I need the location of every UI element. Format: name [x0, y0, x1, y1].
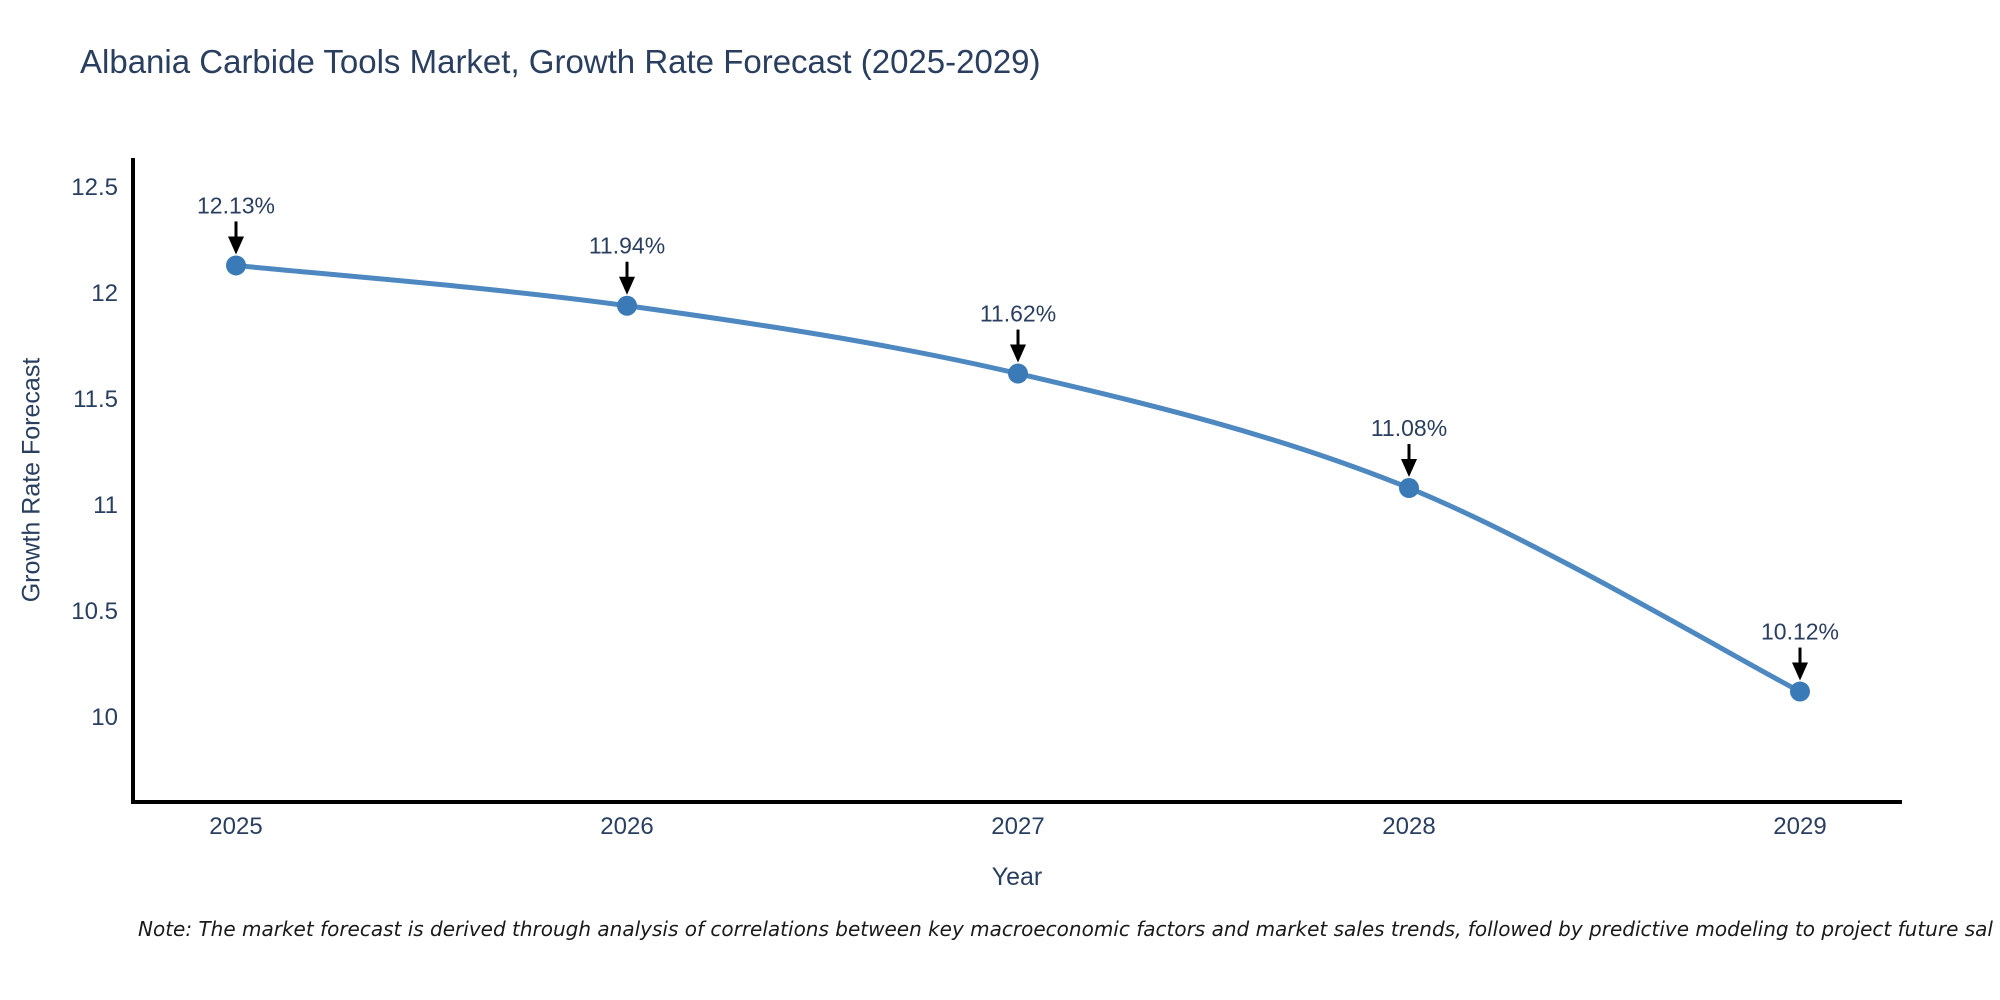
y-tick-label: 12 [91, 280, 118, 307]
y-tick-label: 11 [93, 492, 118, 519]
data-point-label: 11.08% [1371, 415, 1447, 441]
annotation-arrow-head [228, 236, 244, 255]
x-tick-label: 2028 [1382, 813, 1435, 840]
data-point-marker [1790, 681, 1810, 702]
x-axis-title: Year [991, 863, 1043, 891]
x-tick-label: 2025 [209, 813, 262, 840]
annotation-arrow-head [619, 276, 635, 295]
footnote: Note: The market forecast is derived thr… [138, 917, 1993, 941]
chart-title: Albania Carbide Tools Market, Growth Rat… [80, 43, 1041, 80]
x-tick-label: 2026 [600, 813, 653, 840]
y-tick-label: 11.5 [73, 386, 118, 413]
x-tick-label: 2029 [1773, 813, 1826, 840]
series-line [233, 262, 1803, 695]
annotation-arrow-head [1401, 459, 1417, 478]
data-point-marker [1008, 363, 1028, 384]
data-point-label: 12.13% [197, 192, 275, 218]
data-point-marker [617, 295, 637, 316]
annotation-arrow-head [1792, 662, 1808, 681]
data-point-marker [226, 255, 246, 276]
y-tick-label: 10.5 [71, 598, 118, 625]
annotation-arrow-head [1010, 344, 1026, 363]
data-point-marker [1399, 478, 1419, 499]
y-tick-label: 12.5 [71, 174, 118, 201]
data-point-label: 11.62% [980, 301, 1056, 327]
data-point-label: 10.12% [1761, 619, 1839, 645]
data-point-label: 11.94% [589, 233, 665, 259]
x-tick-label: 2027 [991, 813, 1044, 840]
y-tick-label: 10 [91, 704, 118, 731]
